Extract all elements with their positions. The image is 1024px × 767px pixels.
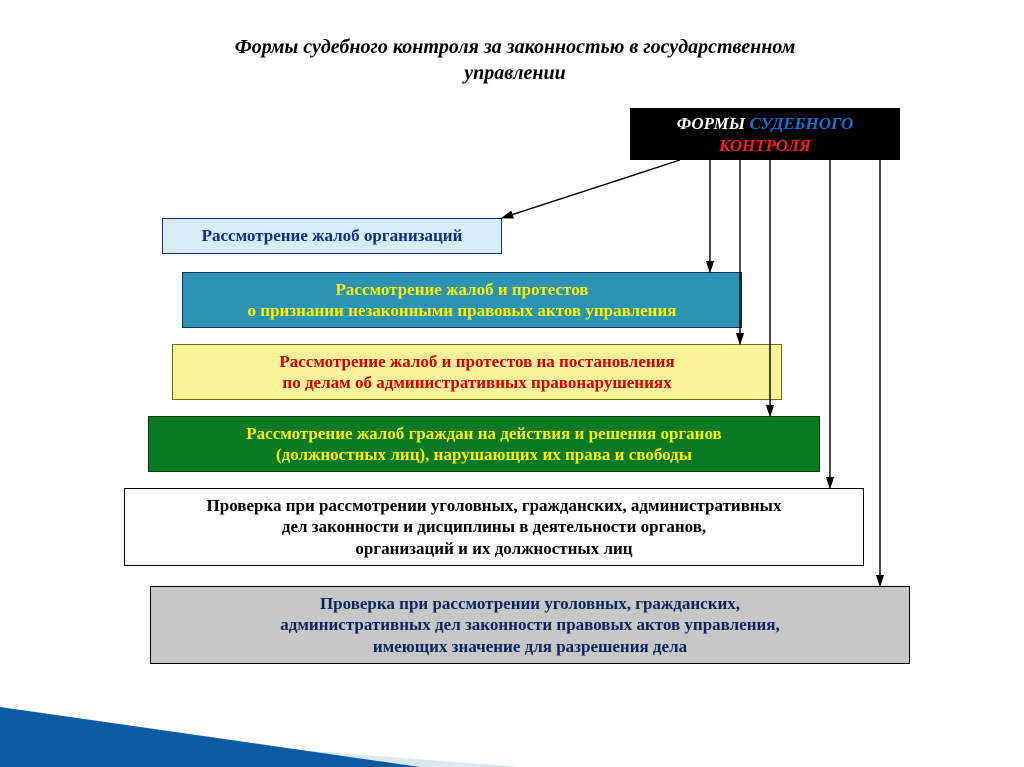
box-label: Проверка при рассмотрении уголовных, гра… <box>207 495 782 559</box>
box-complaints-orgs: Рассмотрение жалоб организаций <box>162 218 502 254</box>
box-admin-offenses: Рассмотрение жалоб и протестов на постан… <box>172 344 782 400</box>
box-label: Рассмотрение жалоб и протестов на постан… <box>279 351 674 394</box>
box-label: Проверка при рассмотрении уголовных, гра… <box>280 593 780 657</box>
box-label: Рассмотрение жалоб граждан на действия и… <box>246 423 721 466</box>
root-word-1: ФОРМЫ <box>677 114 746 133</box>
box-acts-check: Проверка при рассмотрении уголовных, гра… <box>150 586 910 664</box>
slide-title-line2: управлении <box>165 62 865 85</box>
root-word-3: КОНТРОЛЯ <box>719 136 811 155</box>
decor-triangle <box>0 707 420 767</box>
slide-title-line1: Формы судебного контроля за законностью … <box>165 36 865 59</box>
box-citizens-rights: Рассмотрение жалоб граждан на действия и… <box>148 416 820 472</box>
box-label: Рассмотрение жалоб и протестов о признан… <box>248 279 677 322</box>
box-illegal-acts: Рассмотрение жалоб и протестов о признан… <box>182 272 742 328</box>
root-word-2: СУДЕБНОГО <box>749 114 853 133</box>
box-discipline-check: Проверка при рассмотрении уголовных, гра… <box>124 488 864 566</box>
box-label: Рассмотрение жалоб организаций <box>202 225 463 246</box>
root-node: ФОРМЫ СУДЕБНОГО КОНТРОЛЯ <box>630 108 900 160</box>
